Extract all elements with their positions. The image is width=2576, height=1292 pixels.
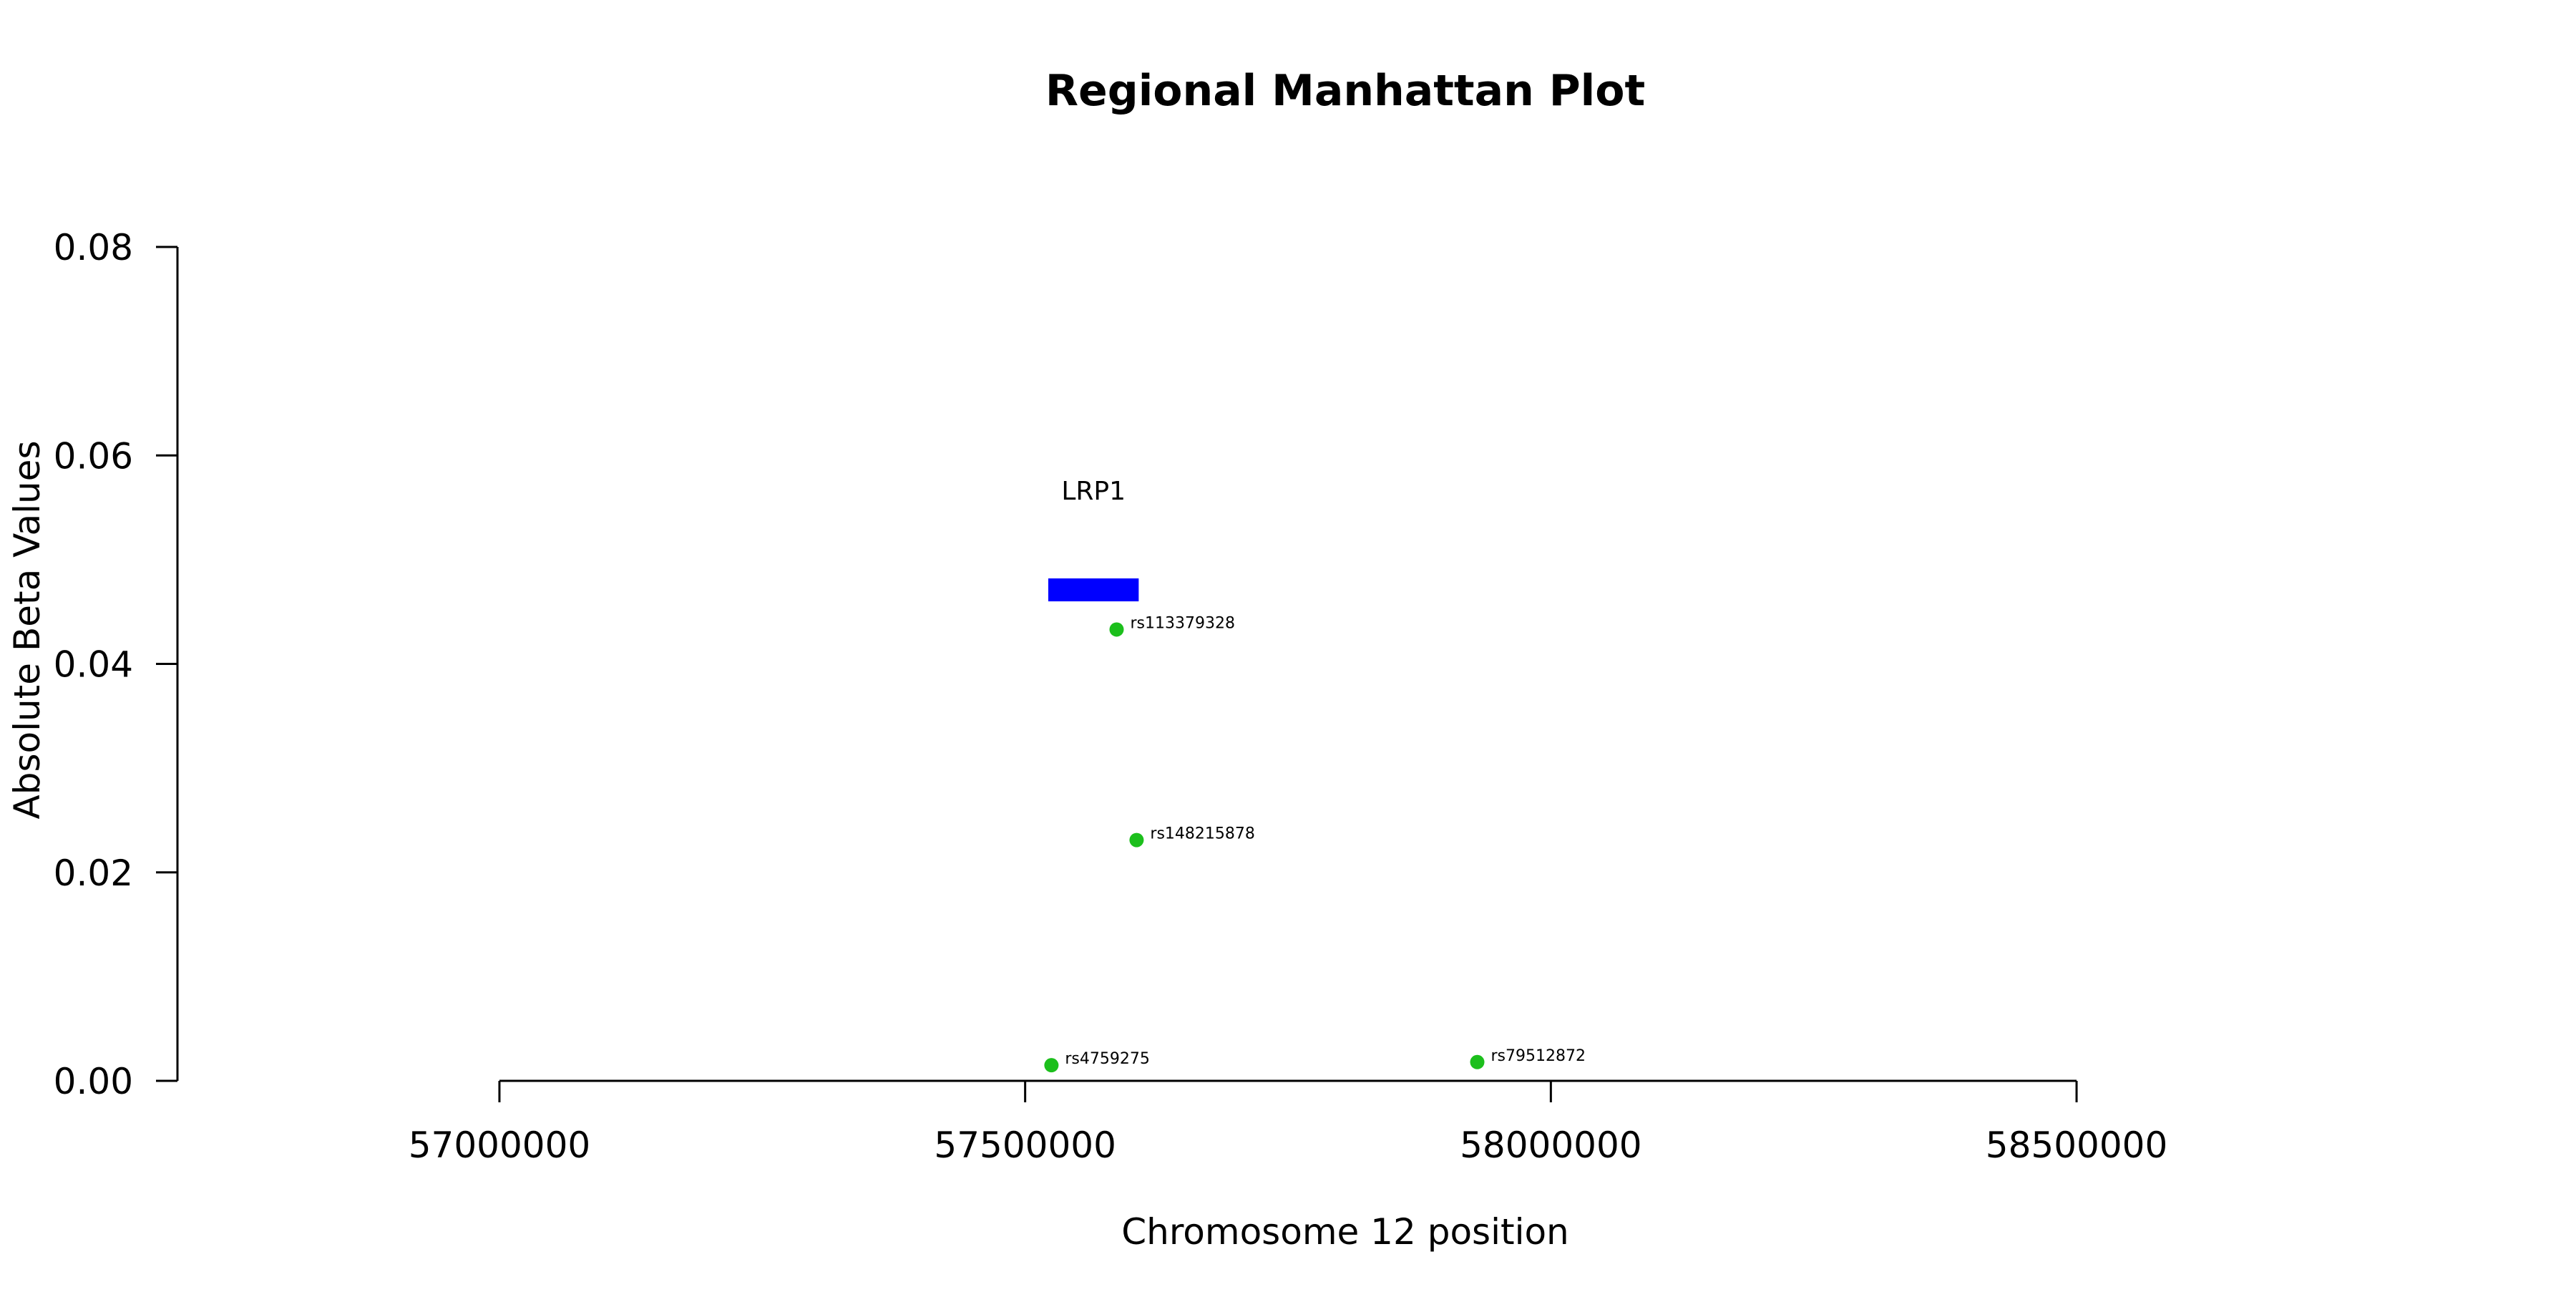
snp-points: rs113379328 rs148215878 rs4759275 rs7951287… bbox=[1044, 614, 1586, 1073]
y-tick-label: 0.00 bbox=[54, 1061, 133, 1102]
snp-label: rs4759275 bbox=[1065, 1050, 1150, 1068]
y-tick-label: 0.04 bbox=[54, 644, 133, 686]
x-tick-label: 58500000 bbox=[1986, 1125, 2168, 1166]
y-axis-label: Absolute Beta Values bbox=[6, 441, 48, 820]
y-tick-label: 0.02 bbox=[54, 853, 133, 894]
snp-point bbox=[1129, 832, 1144, 847]
snp-label: rs113379328 bbox=[1130, 614, 1234, 632]
chart-title: Regional Manhattan Plot bbox=[1045, 66, 1645, 116]
snp-point bbox=[1470, 1054, 1485, 1069]
gene-label: LRP1 bbox=[1061, 477, 1126, 506]
snp-point bbox=[1109, 622, 1124, 637]
x-axis-label: Chromosome 12 position bbox=[1121, 1211, 1569, 1253]
snp-label: rs79512872 bbox=[1491, 1047, 1585, 1065]
y-axis: 0.00 0.02 0.04 0.06 0.08 bbox=[54, 227, 179, 1102]
snp-point bbox=[1044, 1058, 1059, 1073]
y-tick-label: 0.06 bbox=[54, 435, 133, 477]
y-tick-label: 0.08 bbox=[54, 227, 133, 268]
x-tick-label: 57000000 bbox=[409, 1125, 591, 1166]
x-tick-label: 57500000 bbox=[934, 1125, 1116, 1166]
snp-label: rs148215878 bbox=[1150, 825, 1254, 843]
gene-bar bbox=[1048, 578, 1139, 602]
gene-track: LRP1 bbox=[1048, 477, 1139, 602]
x-tick-label: 58000000 bbox=[1460, 1125, 1642, 1166]
x-axis: 57000000 57500000 58000000 58500000 bbox=[409, 1079, 2168, 1166]
